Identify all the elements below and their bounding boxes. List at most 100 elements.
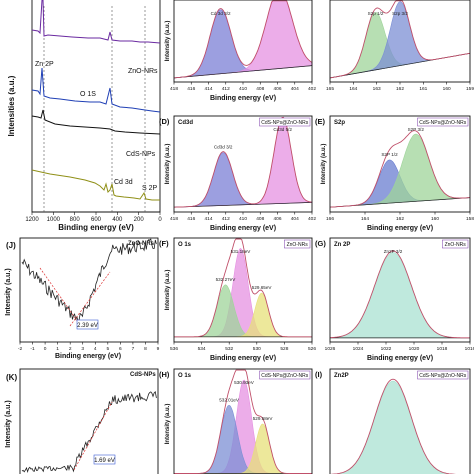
panel-G-xtick-label: 1024 <box>353 346 364 352</box>
survey-xlabel: Binding energy (eV) <box>58 223 134 232</box>
panel-J-fit-line-1 <box>39 267 79 323</box>
panel-E-xtick-label: 160 <box>431 216 439 222</box>
panel-C-xtick-label: 408 <box>256 86 264 92</box>
panel-J-xtick-label: 1 <box>56 346 59 352</box>
panel-H-frame <box>173 368 313 474</box>
panel-J-annot: 2.39 eV <box>77 323 98 329</box>
panel-J-xlabel: Binding energy (eV) <box>55 353 121 360</box>
panel-H-label: (H) <box>159 370 170 379</box>
panel-F-xtick-label: 532 <box>225 346 233 352</box>
panel-F-peak-label: 532.27eV <box>216 277 237 282</box>
survey-annot-o1s: O 1S <box>80 91 96 98</box>
panel-K-frame <box>19 368 159 474</box>
panel-D-xtick-label: 408 <box>256 216 264 222</box>
survey-series-zno <box>31 0 161 44</box>
panel-G: 1026 1024 1022 1020 1018 1016 Binding energy (… <box>315 237 474 362</box>
panel-G-tag: ZnO-NRs <box>445 242 467 248</box>
panel-C-xtick-label: 402 <box>308 86 316 92</box>
survey-xtick-label: 1000 <box>47 217 61 223</box>
panel-E-xtick-label: 162 <box>396 216 404 222</box>
survey-series-black <box>31 109 161 135</box>
panel-B-xtick-label: 160 <box>443 86 451 92</box>
survey-xtick-label: 0 <box>158 217 162 223</box>
survey-xtick-label: 800 <box>70 217 81 223</box>
panel-G-label: (G) <box>315 239 326 248</box>
panel-C-xlabel: Binding energy (eV) <box>210 95 276 102</box>
panel-K-annot: 1.69 eV <box>94 458 115 464</box>
panel-F-xtick-label: 530 <box>253 346 261 352</box>
panel-E-tag: CdS-NPs@ZnO-NRs <box>419 120 467 126</box>
panel-I-title: Zn2P <box>334 373 349 379</box>
panel-D-xtick-label: 416 <box>187 216 195 222</box>
panel-I-frame <box>329 368 471 474</box>
panel-B-envelope <box>329 0 471 79</box>
panel-K-annot-box <box>93 454 116 465</box>
panel-G-tag-box <box>442 239 469 249</box>
panel-H-peak-label: 530.93eV <box>234 380 255 385</box>
panel-J-frame <box>19 237 159 343</box>
panel-F-ylabel: Intensity (a.u.) <box>165 270 171 311</box>
survey-annot-zn2p: Zn 2P <box>35 61 54 68</box>
panel-E-envelope <box>329 130 471 208</box>
panel-J-x-ticks: -2 -1 0 1 2 3 4 5 6 7 8 9 <box>18 342 160 352</box>
panel-H-tag-box <box>259 370 311 380</box>
panel-I-tag: CdS-NPs@ZnO-NRs <box>419 373 467 379</box>
panel-C-baseline <box>173 65 313 79</box>
panel-F: 536 534 532 530 528 526 Binding energy (eV) Int… <box>159 237 316 362</box>
panel-J-xtick-label: 9 <box>157 346 160 352</box>
panel-C-envelope <box>173 0 313 79</box>
panel-J-xtick-label: -1 <box>30 346 35 352</box>
panel-I-peak <box>331 380 455 474</box>
panel-E-xtick-label: 158 <box>466 216 474 222</box>
panel-H: Intensity (a.u.) (H) O 1s CdS-NPs@ZnO-NRs 53… <box>159 368 313 474</box>
survey-annot-s2p: S 2P <box>142 185 158 192</box>
panel-I-tag-box <box>417 370 469 380</box>
panel-I-label: (I) <box>315 370 323 379</box>
panel-B-peak-label: S2p 3/2 <box>392 11 408 16</box>
panel-B-xtick-label: 165 <box>326 86 334 92</box>
panel-G-title: Zn 2P <box>334 242 350 248</box>
panel-I: (I) Zn2P CdS-NPs@ZnO-NRs <box>315 368 471 474</box>
panel-J-xtick-label: 6 <box>119 346 122 352</box>
panel-B-xtick-label: 161 <box>419 86 427 92</box>
panel-I-envelope <box>329 378 459 474</box>
panel-F-peak <box>174 248 312 338</box>
panel-K-ylabel: Intensity (a.u.) <box>5 400 12 447</box>
panel-J-xtick-label: 0 <box>44 346 47 352</box>
panel-H-peak-label: 529.58eV <box>253 416 274 421</box>
panel-J: (J) ZnO-NRs -2 -1 0 1 2 3 4 5 6 7 8 9 2.39 eV Bindi… <box>5 237 160 360</box>
panel-E-title: S2p <box>334 120 345 126</box>
panel-F-xlabel: Binding energy (eV) <box>210 355 276 362</box>
panel-D-xtick-label: 412 <box>222 216 230 222</box>
panel-G-peak-label: Zn2P 3/2 <box>384 249 403 254</box>
panel-F-label: (F) <box>159 239 169 248</box>
panel-survey: 1200 1000 800 600 400 200 0 Zn 2P O 1S Cd 3d S… <box>7 0 162 232</box>
survey-series-cds <box>31 169 160 201</box>
panel-F-xtick-label: 536 <box>170 346 178 352</box>
panel-J-label: (J) <box>6 241 16 250</box>
panel-C-xtick-label: 410 <box>239 86 247 92</box>
panel-F-xtick-label: 526 <box>308 346 316 352</box>
survey-frame <box>31 0 161 213</box>
panel-D-xtick-label: 414 <box>204 216 212 222</box>
panel-F-peak-label: 531.18eV <box>231 249 252 254</box>
survey-xtick-label: 600 <box>91 217 102 223</box>
panel-C-xtick-label: 414 <box>204 86 212 92</box>
panel-C-xtick-label: 412 <box>222 86 230 92</box>
panel-J-annot-box <box>76 319 99 330</box>
panel-D-peak <box>173 118 313 208</box>
panel-K-tag: CdS-NPs <box>130 372 156 378</box>
panel-B-xtick-label: 164 <box>349 86 357 92</box>
panel-H-tag: CdS-NPs@ZnO-NRs <box>261 373 309 379</box>
panel-E-label: (E) <box>315 117 326 126</box>
panel-J-xtick-label: 4 <box>94 346 97 352</box>
panel-D-baseline <box>173 202 313 208</box>
panel-G-xlabel: Binding energy (eV) <box>367 355 433 362</box>
survey-legend-cds: CdS-NPs <box>126 151 156 158</box>
survey-xtick-label: 400 <box>112 217 123 223</box>
survey-xtick-label: 200 <box>134 217 145 223</box>
panel-C-peak-label: Cd 3d 3/2 <box>211 11 231 16</box>
panel-G-envelope <box>330 250 470 339</box>
panel-E-xtick-label: 166 <box>326 216 334 222</box>
